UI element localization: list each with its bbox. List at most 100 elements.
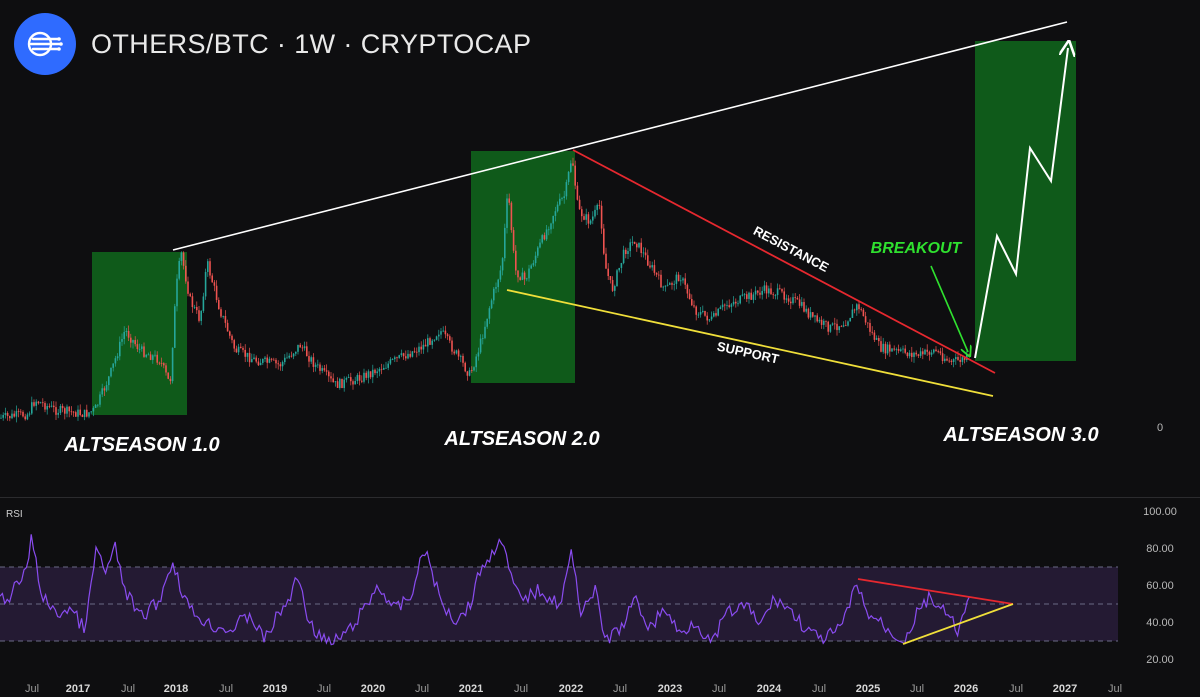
candle (88, 412, 90, 419)
candle (336, 377, 339, 389)
candle (231, 334, 233, 344)
candle (730, 303, 733, 313)
candle (497, 278, 499, 293)
candle (119, 336, 121, 361)
candle (59, 404, 62, 416)
candle (123, 326, 125, 345)
candle (442, 326, 444, 333)
candle (820, 316, 823, 329)
candle (781, 288, 783, 294)
candle (83, 409, 86, 421)
candle (187, 276, 189, 297)
candle (332, 373, 334, 383)
candle (710, 311, 713, 322)
candle (277, 360, 279, 370)
candle (675, 271, 678, 290)
candle (255, 355, 257, 364)
candle (966, 350, 968, 363)
candle (792, 293, 794, 305)
candle (453, 349, 455, 356)
candle (86, 404, 88, 418)
candle (864, 311, 867, 326)
candle (517, 270, 519, 283)
signal-streams-icon (14, 13, 76, 75)
candle (812, 312, 814, 318)
candle (845, 320, 847, 327)
candle (220, 307, 222, 319)
candle (653, 259, 656, 276)
candle (288, 353, 290, 359)
candle (827, 320, 829, 336)
altseason-1-label: ALTSEASON 1.0 (63, 434, 219, 456)
candle (70, 406, 73, 416)
candle (149, 351, 152, 361)
rsi-resistance-line (857, 578, 1014, 605)
candle (383, 364, 385, 370)
resistance-line (572, 149, 996, 374)
candle (550, 222, 552, 234)
candle (314, 362, 317, 372)
candle (108, 375, 110, 391)
candle (193, 304, 196, 309)
candle (743, 293, 746, 300)
rsi-pane: RSI 100.00 80.00 60.00 40.00 20.00 (0, 506, 1177, 666)
candle (306, 341, 308, 357)
candle (303, 341, 306, 351)
candle (823, 318, 825, 330)
candle (284, 354, 286, 365)
candle (365, 370, 367, 381)
candle (112, 363, 114, 372)
candle (165, 362, 167, 376)
candle (798, 294, 801, 309)
candle (776, 283, 779, 300)
x-axis-tick-label: 2018 (164, 683, 188, 695)
candle (242, 346, 244, 353)
candle (11, 409, 13, 420)
candle (378, 367, 381, 377)
candle (9, 415, 11, 422)
candle (677, 271, 680, 282)
candle (266, 354, 268, 369)
candle (506, 193, 508, 234)
candle (915, 350, 917, 357)
candle (620, 262, 623, 274)
candle (880, 336, 882, 353)
candle (286, 352, 288, 359)
candle (713, 311, 715, 318)
candle (176, 274, 178, 312)
candle (587, 211, 590, 229)
candle (893, 345, 895, 352)
candle (708, 318, 711, 323)
candle (902, 345, 904, 354)
candle (772, 292, 774, 299)
candle (501, 257, 504, 276)
candle (229, 330, 231, 339)
candle (856, 303, 858, 316)
candle (114, 355, 117, 367)
candle (387, 360, 389, 371)
candle (699, 306, 702, 318)
candle (829, 324, 832, 333)
candle (39, 401, 42, 404)
candle (561, 196, 563, 201)
candle (633, 241, 636, 245)
candle (750, 288, 752, 300)
candle (895, 347, 898, 356)
candle (400, 349, 403, 358)
candle (352, 379, 354, 390)
candle (680, 274, 682, 286)
candle (389, 357, 392, 366)
rsi-tick-20: 20.00 (1146, 654, 1174, 666)
candle (926, 344, 928, 357)
candle (211, 273, 213, 283)
candle (565, 179, 568, 200)
candle (308, 351, 310, 368)
candle (13, 410, 15, 418)
candle (631, 236, 634, 246)
candle (644, 247, 647, 260)
candle (134, 336, 136, 347)
candle (941, 347, 944, 365)
candle (196, 301, 198, 314)
x-axis-tick-label: 2021 (459, 683, 483, 695)
candle (519, 276, 521, 281)
